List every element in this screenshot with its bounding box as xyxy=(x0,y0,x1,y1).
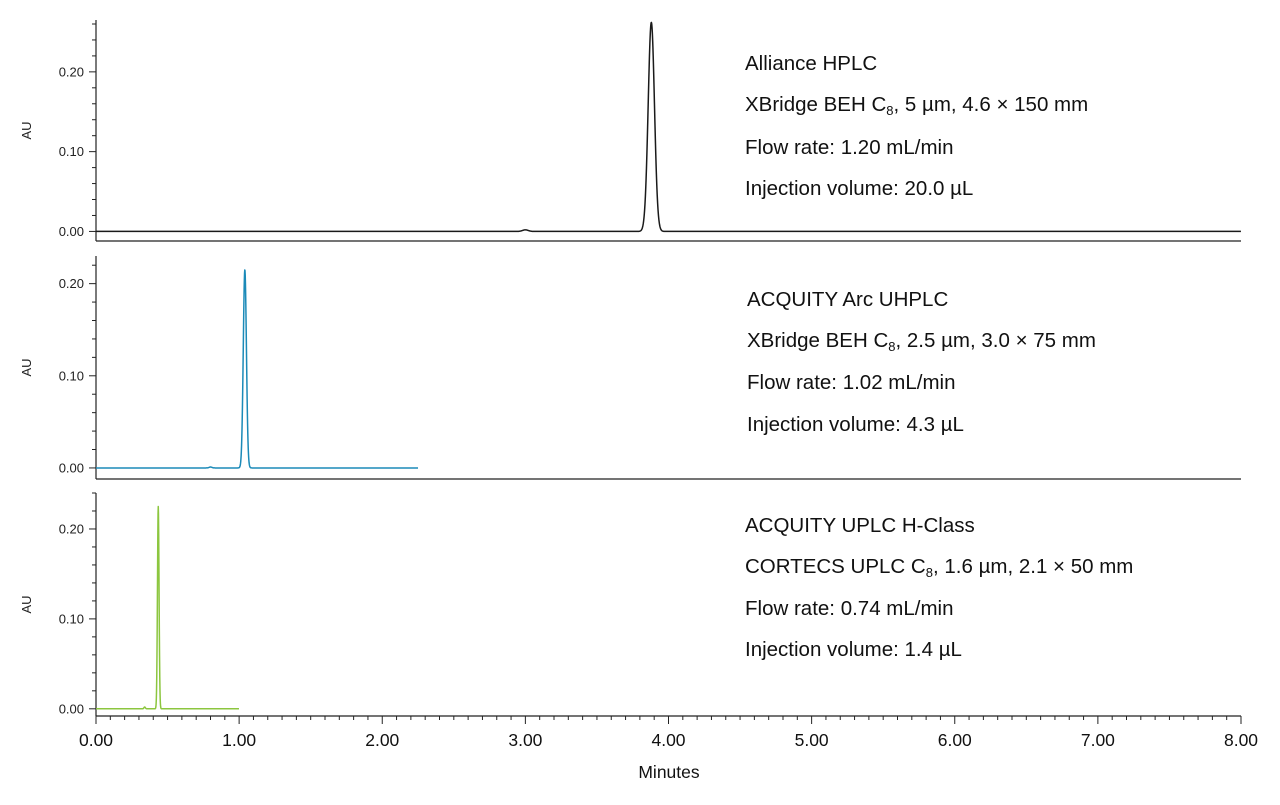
panel2-flow-rate: Flow rate: 1.02 mL/min xyxy=(747,371,956,394)
panel3-title: ACQUITY UPLC H-Class xyxy=(745,514,975,537)
panel1-column-details: , 5 µm, 4.6 × 150 mm xyxy=(893,93,1089,116)
panel3-column-details: , 1.6 µm, 2.1 × 50 mm xyxy=(932,555,1134,578)
panel3-column: CORTECS UPLC C8, 1.6 µm, 2.1 × 50 mm xyxy=(745,555,1134,580)
panel1-column: XBridge BEH C8, 5 µm, 4.6 × 150 mm xyxy=(745,93,1089,118)
panel1-column-subscript: 8 xyxy=(886,103,894,118)
panel3-column-subscript: 8 xyxy=(925,565,933,580)
panel1-y-tick-label: 0.10 xyxy=(59,144,84,159)
x-tick-label: 0.00 xyxy=(79,730,113,750)
panel1-injection-volume: Injection volume: 20.0 µL xyxy=(745,177,974,200)
panel2-column-details: , 2.5 µm, 3.0 × 75 mm xyxy=(895,329,1096,352)
panel1-y-tick-label: 0.20 xyxy=(59,64,84,79)
x-tick-label: 8.00 xyxy=(1224,730,1258,750)
x-axis-label: Minutes xyxy=(638,762,700,782)
panel2-column: XBridge BEH C8, 2.5 µm, 3.0 × 75 mm xyxy=(747,329,1096,354)
panel1-y-tick-label: 0.00 xyxy=(59,224,84,239)
panel1-flow-rate: Flow rate: 1.20 mL/min xyxy=(745,136,954,159)
panel1-trace xyxy=(95,21,1242,233)
panel1-column-text: XBridge BEH C xyxy=(745,93,887,116)
panel3-trace xyxy=(95,505,240,710)
panel3-y-tick-label: 0.10 xyxy=(59,611,84,626)
panel2-column-text: XBridge BEH C xyxy=(747,329,889,352)
panel2-trace xyxy=(95,269,419,469)
x-tick-label: 1.00 xyxy=(222,730,256,750)
panel2-y-tick-label: 0.20 xyxy=(59,276,84,291)
x-tick-label: 7.00 xyxy=(1081,730,1115,750)
x-tick-label: 2.00 xyxy=(365,730,399,750)
panel3-y-tick-label: 0.20 xyxy=(59,521,84,536)
panel3-column-text: CORTECS UPLC C xyxy=(745,555,926,578)
panel2-y-tick-label: 0.00 xyxy=(59,460,84,475)
panel1-title: Alliance HPLC xyxy=(745,52,878,75)
panel3-y-tick-label: 0.00 xyxy=(59,701,84,716)
panel2-column-subscript: 8 xyxy=(888,339,896,354)
panel3-injection-volume: Injection volume: 1.4 µL xyxy=(745,638,962,661)
x-tick-label: 3.00 xyxy=(508,730,542,750)
panel3-y-axis-label: AU xyxy=(19,595,34,613)
panel2-injection-volume: Injection volume: 4.3 µL xyxy=(747,413,964,436)
panel2-y-tick-label: 0.10 xyxy=(59,368,84,383)
panel2-y-axis-label: AU xyxy=(19,358,34,376)
panel1-y-axis-label: AU xyxy=(19,121,34,139)
x-tick-label: 4.00 xyxy=(651,730,685,750)
panel3-flow-rate: Flow rate: 0.74 mL/min xyxy=(745,597,954,620)
x-tick-label: 6.00 xyxy=(938,730,972,750)
x-tick-label: 5.00 xyxy=(795,730,829,750)
panel2-title: ACQUITY Arc UHPLC xyxy=(747,288,949,311)
